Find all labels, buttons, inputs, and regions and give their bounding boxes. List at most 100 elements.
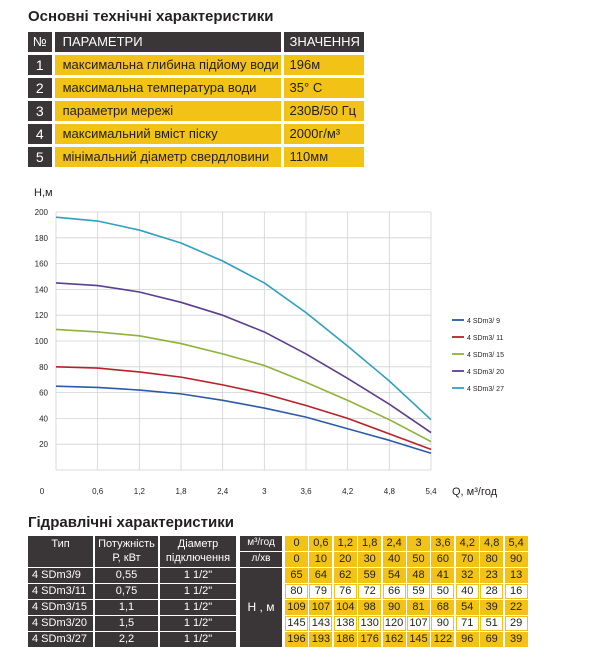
spec-value: 2000г/м³ <box>283 124 364 144</box>
spec-num: 5 <box>28 147 52 167</box>
head-value: 79 <box>309 584 333 599</box>
flow-value-m3: 4,8 <box>480 536 504 551</box>
head-value: 145 <box>285 616 308 631</box>
row-power: 0,75 <box>95 584 158 599</box>
y-tick-label: 140 <box>35 285 49 294</box>
head-value: 48 <box>407 568 430 583</box>
x-tick-label: 1,8 <box>175 487 187 496</box>
series-line <box>55 328 432 443</box>
y-tick-label: 120 <box>35 311 49 320</box>
row-power: 2,2 <box>95 632 158 647</box>
head-value: 145 <box>407 632 430 647</box>
head-value: 176 <box>358 632 382 647</box>
head-value: 28 <box>480 584 504 599</box>
specs-title: Основні технічні характеристики <box>28 8 274 25</box>
header-diameter: Діаметр підключення <box>160 536 236 567</box>
origin-label: 0 <box>40 487 45 496</box>
spec-value: 35° С <box>283 78 364 98</box>
row-type: 4 SDm3/27 <box>28 632 93 647</box>
spec-value: 110мм <box>283 147 364 167</box>
head-value: 66 <box>382 584 406 599</box>
y-tick-label: 200 <box>35 208 49 217</box>
spec-param: параметри мережі <box>54 101 281 121</box>
series-line <box>55 385 432 454</box>
head-value: 13 <box>504 568 528 583</box>
flow-value-lmin: 60 <box>431 552 455 567</box>
x-tick-label: 1,2 <box>134 487 146 496</box>
x-tick-label: 5,4 <box>425 487 437 496</box>
head-value: 71 <box>455 616 479 631</box>
head-value: 40 <box>455 584 479 599</box>
y-tick-label: 180 <box>35 234 49 243</box>
header-power: Потужність Р, кВт <box>95 536 158 567</box>
x-tick-label: 3,6 <box>300 487 312 496</box>
head-value: 23 <box>480 568 504 583</box>
row-type: 4 SDm3/9 <box>28 568 93 583</box>
spec-row: 4 максимальний вміст піску 2000г/м³ <box>28 124 364 144</box>
y-tick-label: 60 <box>39 389 48 398</box>
y-axis-label: Н,м <box>34 187 53 199</box>
x-tick-label: 3 <box>262 487 267 496</box>
head-value: 29 <box>504 616 528 631</box>
head-value: 64 <box>309 568 333 583</box>
series-line <box>55 282 432 434</box>
y-tick-label: 160 <box>35 260 49 269</box>
head-value: 109 <box>285 600 308 615</box>
series-line <box>55 216 432 421</box>
x-tick-label: 0,6 <box>92 487 104 496</box>
flow-value-m3: 0,6 <box>309 536 333 551</box>
spec-num: 1 <box>28 55 52 75</box>
unit-flow-m3: м³/год <box>240 536 282 551</box>
spec-value: 196м <box>283 55 364 75</box>
unit-head: Н , м <box>240 568 282 647</box>
head-value: 22 <box>504 600 528 615</box>
head-value: 130 <box>358 616 382 631</box>
flow-value-m3: 3,6 <box>431 536 455 551</box>
head-value: 72 <box>358 584 382 599</box>
spec-value: 230В/50 Гц <box>283 101 364 121</box>
head-value: 162 <box>382 632 406 647</box>
spec-num: 4 <box>28 124 52 144</box>
specs-header-num: № <box>28 32 52 52</box>
flow-value-m3: 1,8 <box>358 536 382 551</box>
head-value: 90 <box>382 600 406 615</box>
legend-entry: 4 SDm3/ 11 <box>467 335 504 342</box>
spec-param: максимальний вміст піску <box>54 124 281 144</box>
spec-row: 1 максимальна глибина підйому води 196м <box>28 55 364 75</box>
flow-value-lmin: 50 <box>407 552 430 567</box>
head-value: 104 <box>333 600 357 615</box>
flow-value-lmin: 90 <box>504 552 528 567</box>
pump-curve-chart: 20 40 60 80 100 120 140 160 180 200 0 0,6 1,2 1,8 2,4 3… <box>34 187 504 498</box>
head-value: 143 <box>309 616 333 631</box>
flow-value-m3: 5,4 <box>504 536 528 551</box>
head-value: 122 <box>431 632 455 647</box>
hydraulic-title: Гідравлічні характеристики <box>28 514 234 531</box>
head-value: 107 <box>309 600 333 615</box>
head-value: 76 <box>333 584 357 599</box>
row-diameter: 1 1/2" <box>160 568 236 583</box>
head-value: 193 <box>309 632 333 647</box>
row-type: 4 SDm3/11 <box>28 584 93 599</box>
row-diameter: 1 1/2" <box>160 584 236 599</box>
flow-value-lmin: 70 <box>455 552 479 567</box>
y-tick-label: 40 <box>39 414 48 423</box>
head-value: 54 <box>382 568 406 583</box>
spec-param: максимальна глибина підйому води <box>54 55 281 75</box>
x-tick-label: 4,8 <box>384 487 396 496</box>
spec-row: 3 параметри мережі 230В/50 Гц <box>28 101 364 121</box>
head-value: 196 <box>285 632 308 647</box>
head-value: 59 <box>358 568 382 583</box>
head-value: 107 <box>407 616 430 631</box>
head-value: 39 <box>480 600 504 615</box>
legend-entry: 4 SDm3/ 20 <box>467 369 504 376</box>
y-tick-label: 80 <box>39 363 48 372</box>
flow-value-m3: 3 <box>407 536 430 551</box>
head-value: 50 <box>431 584 455 599</box>
head-value: 16 <box>504 584 528 599</box>
head-value: 120 <box>382 616 406 631</box>
head-value: 96 <box>455 632 479 647</box>
specs-header-param: ПАРАМЕТРИ <box>54 32 281 52</box>
x-tick-label: 4,2 <box>342 487 354 496</box>
spec-param: максимальна температура води <box>54 78 281 98</box>
spec-row: 2 максимальна температура води 35° С <box>28 78 364 98</box>
